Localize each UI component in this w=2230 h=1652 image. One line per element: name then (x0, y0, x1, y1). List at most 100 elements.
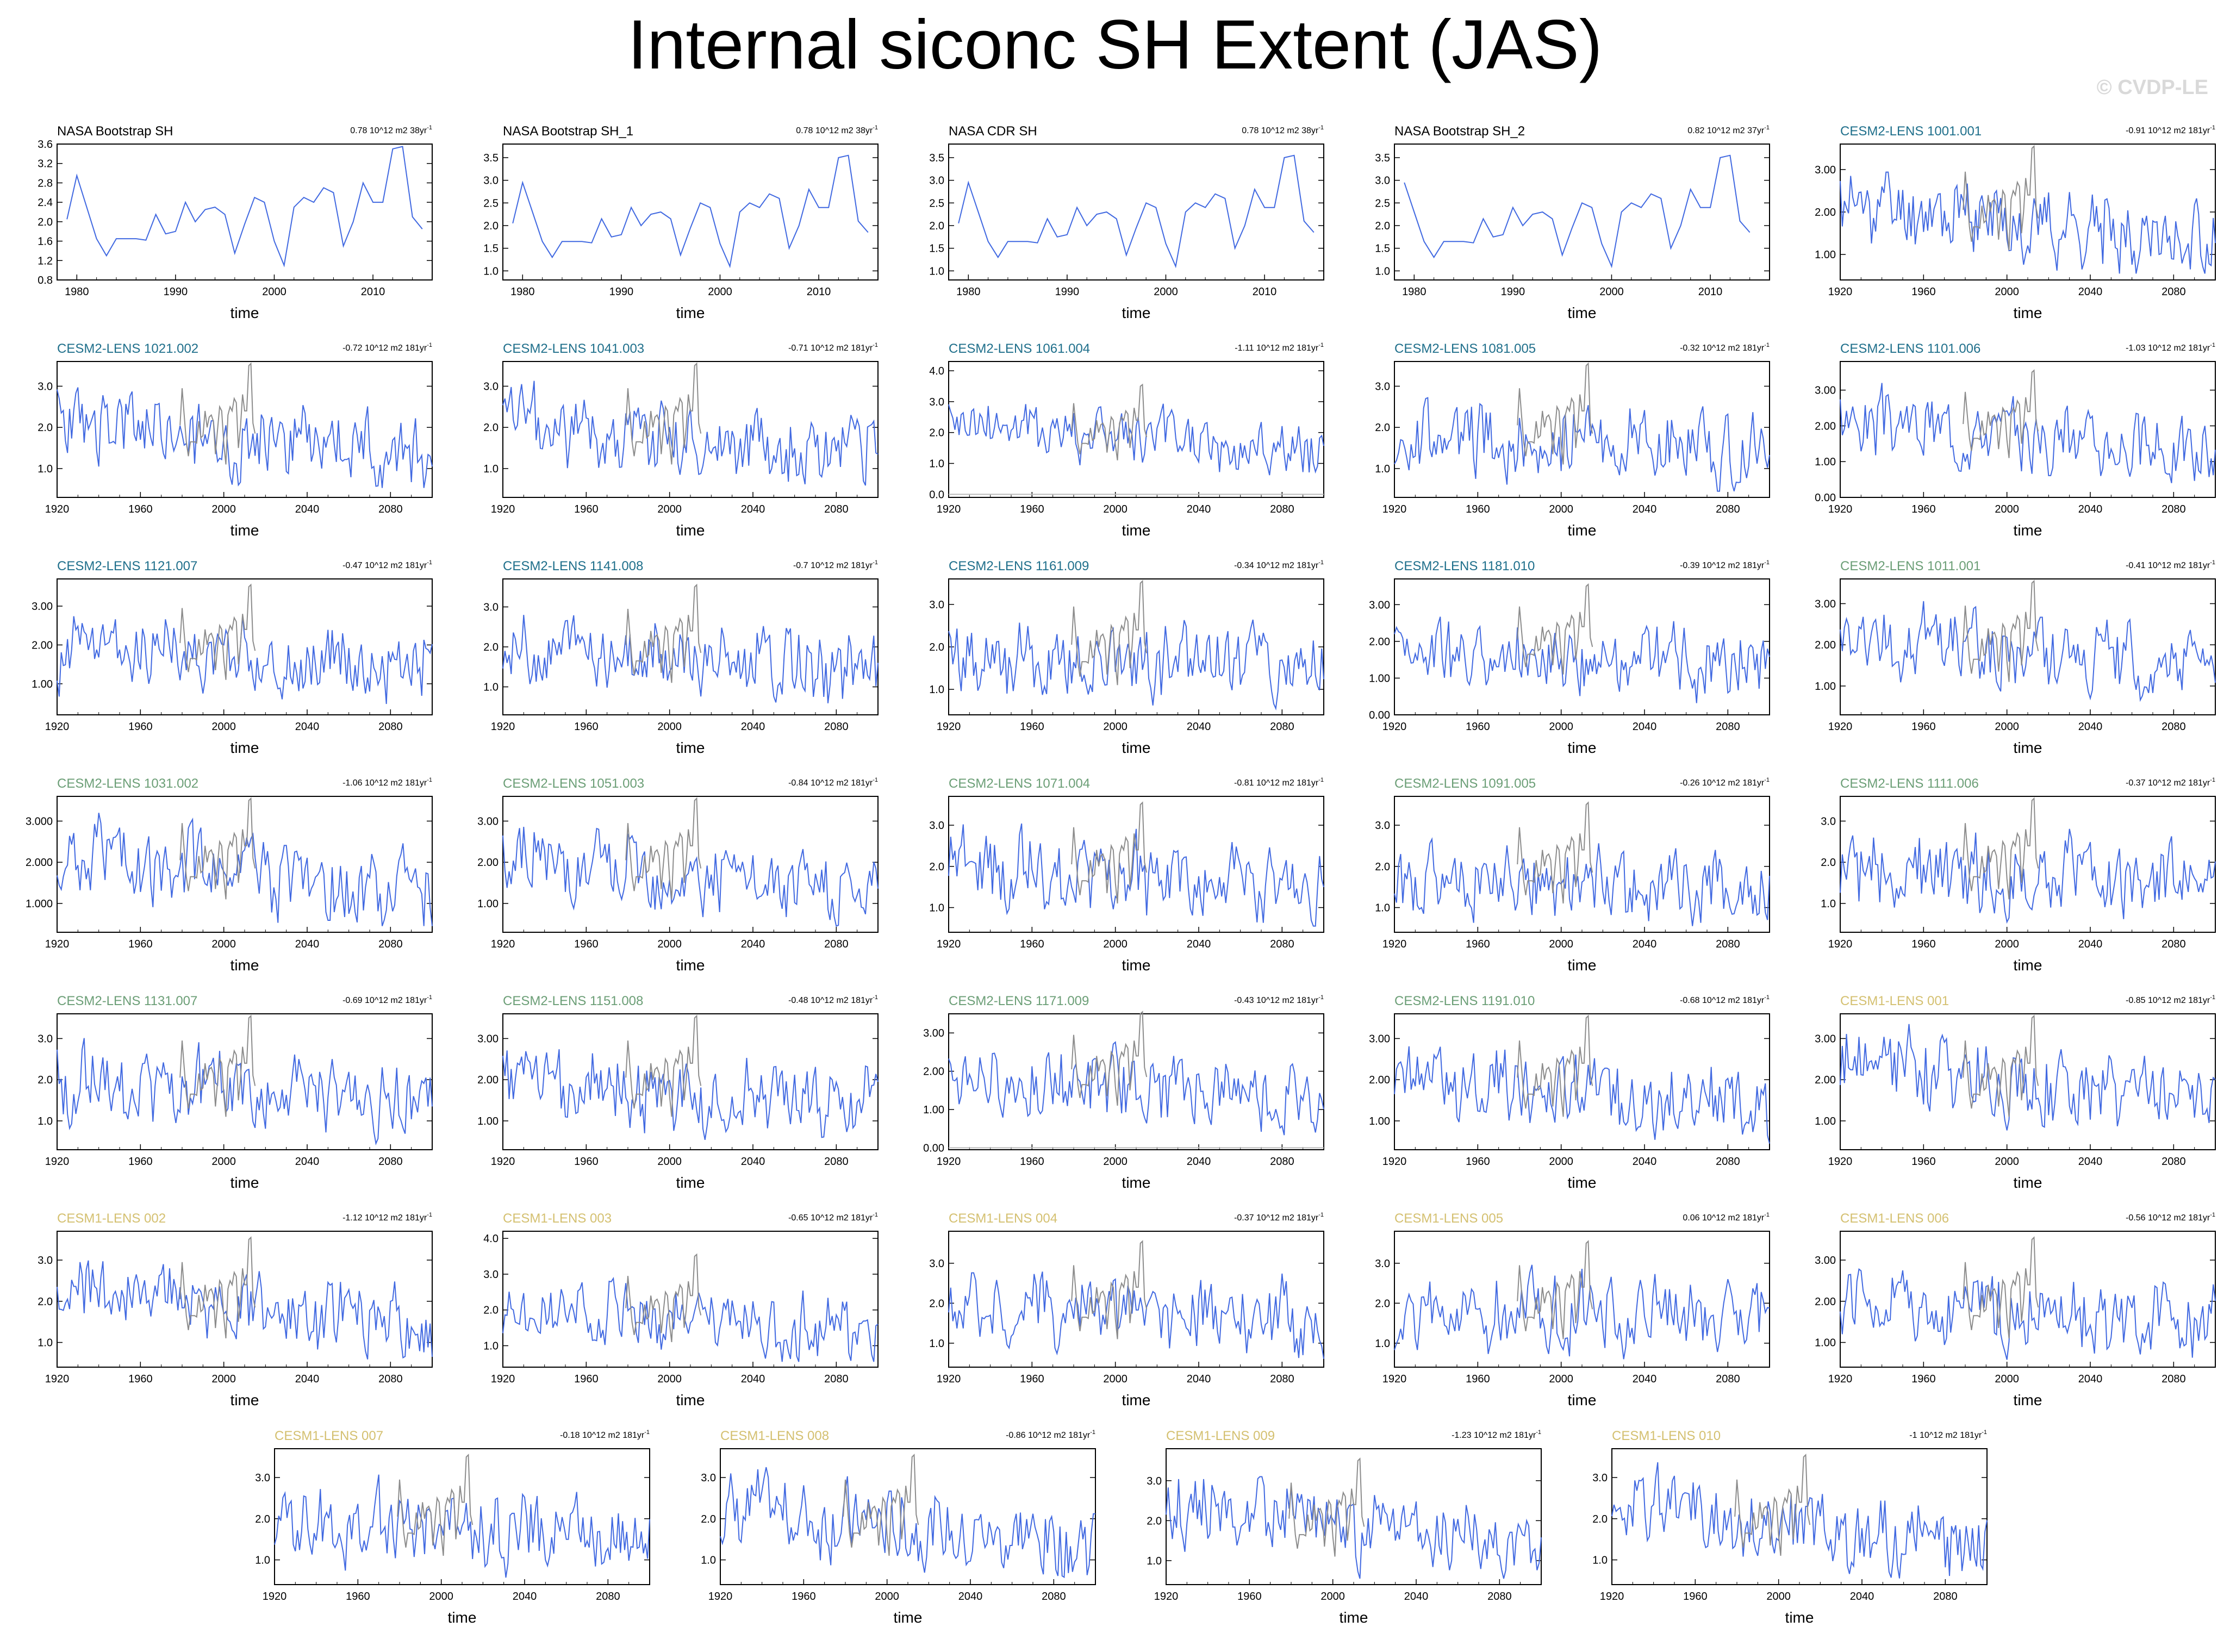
x-tick-label: 1920 (1828, 938, 1853, 950)
x-tick-label: 2080 (2162, 938, 2186, 950)
y-tick-label: 1.00 (1815, 1115, 1836, 1127)
x-tick-label: 2040 (2078, 938, 2103, 950)
x-tick-label: 2000 (1103, 1373, 1128, 1385)
y-tick-label: 0.00 (1369, 709, 1390, 721)
plot-frame (948, 1013, 1324, 1150)
trend-label: 0.78 10^12 m2 38yr-1 (1242, 124, 1324, 135)
x-tick-label: 1920 (937, 721, 961, 733)
x-axis-label: time (231, 304, 259, 321)
x-tick-label: 2000 (1103, 721, 1128, 733)
x-tick-label: 1960 (1466, 938, 1490, 950)
panel-title: CESM2-LENS 1091.005 (1394, 776, 1536, 791)
y-tick-label: 1.0 (38, 1337, 53, 1349)
x-tick-label: 2040 (295, 1373, 320, 1385)
x-tick-label: 2040 (1187, 1373, 1211, 1385)
x-axis-label: time (676, 957, 705, 974)
x-tick-label: 2000 (657, 938, 682, 950)
observed-overlay-line (1071, 579, 1148, 685)
plot-frame (948, 144, 1324, 280)
y-tick-label: 1.00 (477, 898, 499, 910)
x-tick-label: 1920 (1828, 286, 1853, 298)
y-tick-label: 3.0 (1821, 815, 1836, 827)
x-tick-label: 1920 (1154, 1591, 1179, 1603)
series-line (1404, 154, 1751, 269)
y-tick-label: 1.00 (1815, 249, 1836, 261)
y-tick-label: 1.2 (38, 255, 53, 267)
x-axis-label: time (2014, 1174, 2042, 1191)
x-tick-label: 2000 (1549, 721, 1573, 733)
x-tick-label: 1920 (937, 1156, 961, 1168)
panel-title: CESM2-LENS 1041.003 (503, 341, 644, 356)
y-tick-label: 2.0 (38, 1074, 53, 1086)
x-tick-label: 1960 (1911, 938, 1936, 950)
chart-panel: CESM2-LENS 1031.002 -1.06 10^12 m2 181yr-… (26, 776, 433, 974)
y-tick-label: 3.00 (1815, 385, 1836, 397)
x-tick-label: 2080 (378, 721, 403, 733)
x-tick-label: 2000 (1995, 938, 2019, 950)
x-tick-label: 1920 (1828, 1373, 1853, 1385)
y-tick-label: 1.5 (483, 243, 499, 255)
x-tick-label: 2000 (657, 1373, 682, 1385)
x-tick-label: 2000 (1995, 1373, 2019, 1385)
x-axis-label: time (231, 522, 259, 539)
x-axis-label: time (1568, 304, 1597, 321)
y-tick-label: 3.0 (483, 601, 499, 613)
x-tick-label: 1960 (574, 1373, 599, 1385)
x-tick-label: 1960 (1683, 1591, 1708, 1603)
series-line (502, 615, 879, 703)
plot-frame (502, 1013, 879, 1150)
y-tick-label: 3.2 (38, 158, 53, 170)
y-tick-label: 3.0 (929, 599, 944, 611)
observed-overlay-line (1517, 1014, 1593, 1117)
panel-title: CESM1-LENS 007 (275, 1429, 383, 1443)
x-axis-label: time (676, 1174, 705, 1191)
x-tick-label: 2000 (211, 1156, 236, 1168)
x-axis-label: time (1122, 304, 1151, 321)
page-title: Internal siconc SH Extent (JAS) (627, 6, 1603, 84)
observed-overlay-line (1963, 579, 2039, 682)
trend-label: -1 10^12 m2 181yr-1 (1909, 1429, 1987, 1440)
x-tick-label: 1960 (1911, 286, 1936, 298)
series-line (1840, 601, 2216, 702)
chart-panel: CESM1-LENS 002 -1.12 10^12 m2 181yr-1 1920… (38, 1211, 433, 1408)
y-tick-label: 2.000 (26, 857, 53, 869)
x-axis-label: time (894, 1609, 923, 1626)
plot-frame (502, 578, 879, 715)
panel-title: CESM2-LENS 1101.006 (1840, 341, 1980, 356)
series-line (502, 1049, 879, 1140)
trend-label: -1.06 10^12 m2 181yr-1 (342, 777, 432, 788)
panel-title: CESM2-LENS 1061.004 (949, 341, 1090, 356)
x-tick-label: 2000 (1549, 503, 1573, 515)
trend-label: -1.03 10^12 m2 181yr-1 (2126, 342, 2215, 353)
x-tick-label: 2040 (1633, 1156, 1657, 1168)
observed-overlay-line (1071, 1011, 1148, 1106)
y-tick-label: 1.00 (477, 1115, 499, 1127)
y-tick-label: 1.0 (1821, 898, 1836, 910)
x-tick-label: 1920 (491, 1156, 515, 1168)
x-tick-label: 1960 (128, 1373, 152, 1385)
plot-frame (57, 144, 433, 280)
x-tick-label: 1920 (1600, 1591, 1624, 1603)
y-tick-label: 3.0 (38, 1255, 53, 1267)
x-tick-label: 2010 (1253, 286, 1277, 298)
plot-frame (1840, 796, 2216, 933)
series-line (1166, 1476, 1542, 1579)
x-tick-label: 2040 (741, 721, 765, 733)
series-line (1394, 1264, 1770, 1360)
watermark: © CVDP-LE (2096, 76, 2208, 99)
y-tick-label: 2.0 (929, 641, 944, 653)
y-tick-label: 3.0 (1375, 1258, 1390, 1270)
x-tick-label: 1920 (1382, 503, 1407, 515)
x-tick-label: 1960 (1911, 503, 1936, 515)
series-line (720, 1467, 1095, 1579)
y-tick-label: 2.0 (701, 1513, 716, 1525)
y-tick-label: 1.00 (1815, 456, 1836, 468)
x-tick-label: 2000 (1995, 503, 2019, 515)
x-axis-label: time (231, 739, 259, 756)
series-line (1394, 837, 1770, 926)
y-tick-label: 3.0 (929, 396, 944, 408)
panel-title: CESM2-LENS 1011.001 (1840, 559, 1980, 573)
panel-title: CESM2-LENS 1031.002 (57, 776, 198, 791)
x-tick-label: 2040 (2078, 721, 2103, 733)
x-tick-label: 2080 (1716, 503, 1740, 515)
